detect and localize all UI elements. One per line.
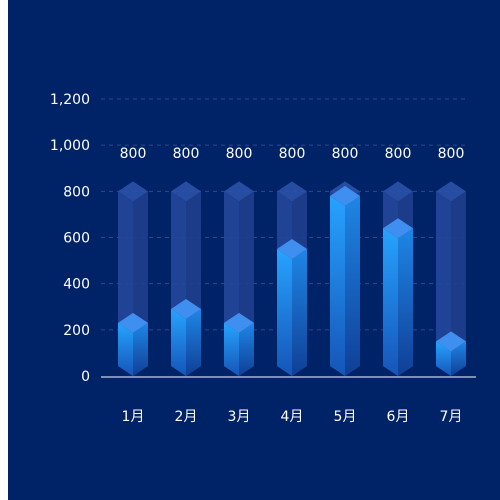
track-bar-top-face xyxy=(436,181,466,202)
x-tick-label: 1月 xyxy=(122,409,145,425)
y-tick-label: 800 xyxy=(63,184,90,200)
value-bar-left-face xyxy=(171,309,186,376)
value-bar-top-face xyxy=(436,331,466,352)
y-tick-label: 600 xyxy=(63,231,90,247)
data-label: 800 xyxy=(332,146,359,162)
value-bar-right-face xyxy=(239,322,254,376)
y-tick-label: 1,200 xyxy=(50,92,90,108)
track-bar-top-face xyxy=(383,181,413,202)
track-bar-top-face xyxy=(277,181,307,202)
value-bar-left-face xyxy=(330,195,345,376)
data-label: 800 xyxy=(226,146,253,162)
value-bar-top-face xyxy=(171,299,201,320)
x-tick-label: 4月 xyxy=(281,409,304,425)
data-label: 800 xyxy=(279,146,306,162)
track-bar-top-face xyxy=(118,181,148,202)
track-bar-top-face xyxy=(171,181,201,202)
value-bar-top-face xyxy=(277,239,307,260)
value-bar-top-face xyxy=(224,312,254,333)
value-bar-right-face xyxy=(345,195,360,376)
value-bar-right-face xyxy=(186,309,201,376)
x-tick-label: 7月 xyxy=(440,409,463,425)
value-bar-left-face xyxy=(436,341,451,376)
value-bar-left-face xyxy=(383,228,398,376)
track-bar-right-face xyxy=(451,191,466,376)
track-bar-left-face xyxy=(436,191,451,376)
value-bar-right-face xyxy=(451,341,466,376)
chart-panel: 0 200 400 600 800 1,000 1,200 800 1月 800 2月 800 3月 80… xyxy=(8,0,500,500)
value-bar-top-face xyxy=(383,218,413,239)
y-tick-label: 200 xyxy=(63,323,90,339)
y-tick-label: 0 xyxy=(81,369,90,385)
data-label: 800 xyxy=(173,146,200,162)
value-bar-left-face xyxy=(224,322,239,376)
value-bar-top-face xyxy=(330,185,360,206)
data-label: 800 xyxy=(438,146,465,162)
y-tick-label: 1,000 xyxy=(50,138,90,154)
value-bar-top-face xyxy=(118,312,148,333)
data-label: 800 xyxy=(385,146,412,162)
x-tick-label: 5月 xyxy=(334,409,357,425)
value-bar-right-face xyxy=(133,322,148,376)
value-bar-right-face xyxy=(398,228,413,376)
value-bar-left-face xyxy=(277,249,292,376)
track-bar-top-face xyxy=(224,181,254,202)
x-tick-label: 2月 xyxy=(175,409,198,425)
value-bar-right-face xyxy=(292,249,307,376)
y-tick-label: 400 xyxy=(63,277,90,293)
bar-chart: 0 200 400 600 800 1,000 1,200 800 1月 800 2月 800 3月 80… xyxy=(50,92,476,425)
x-tick-label: 6月 xyxy=(387,409,410,425)
data-label: 800 xyxy=(120,146,147,162)
value-bar-left-face xyxy=(118,322,133,376)
x-tick-label: 3月 xyxy=(228,409,251,425)
